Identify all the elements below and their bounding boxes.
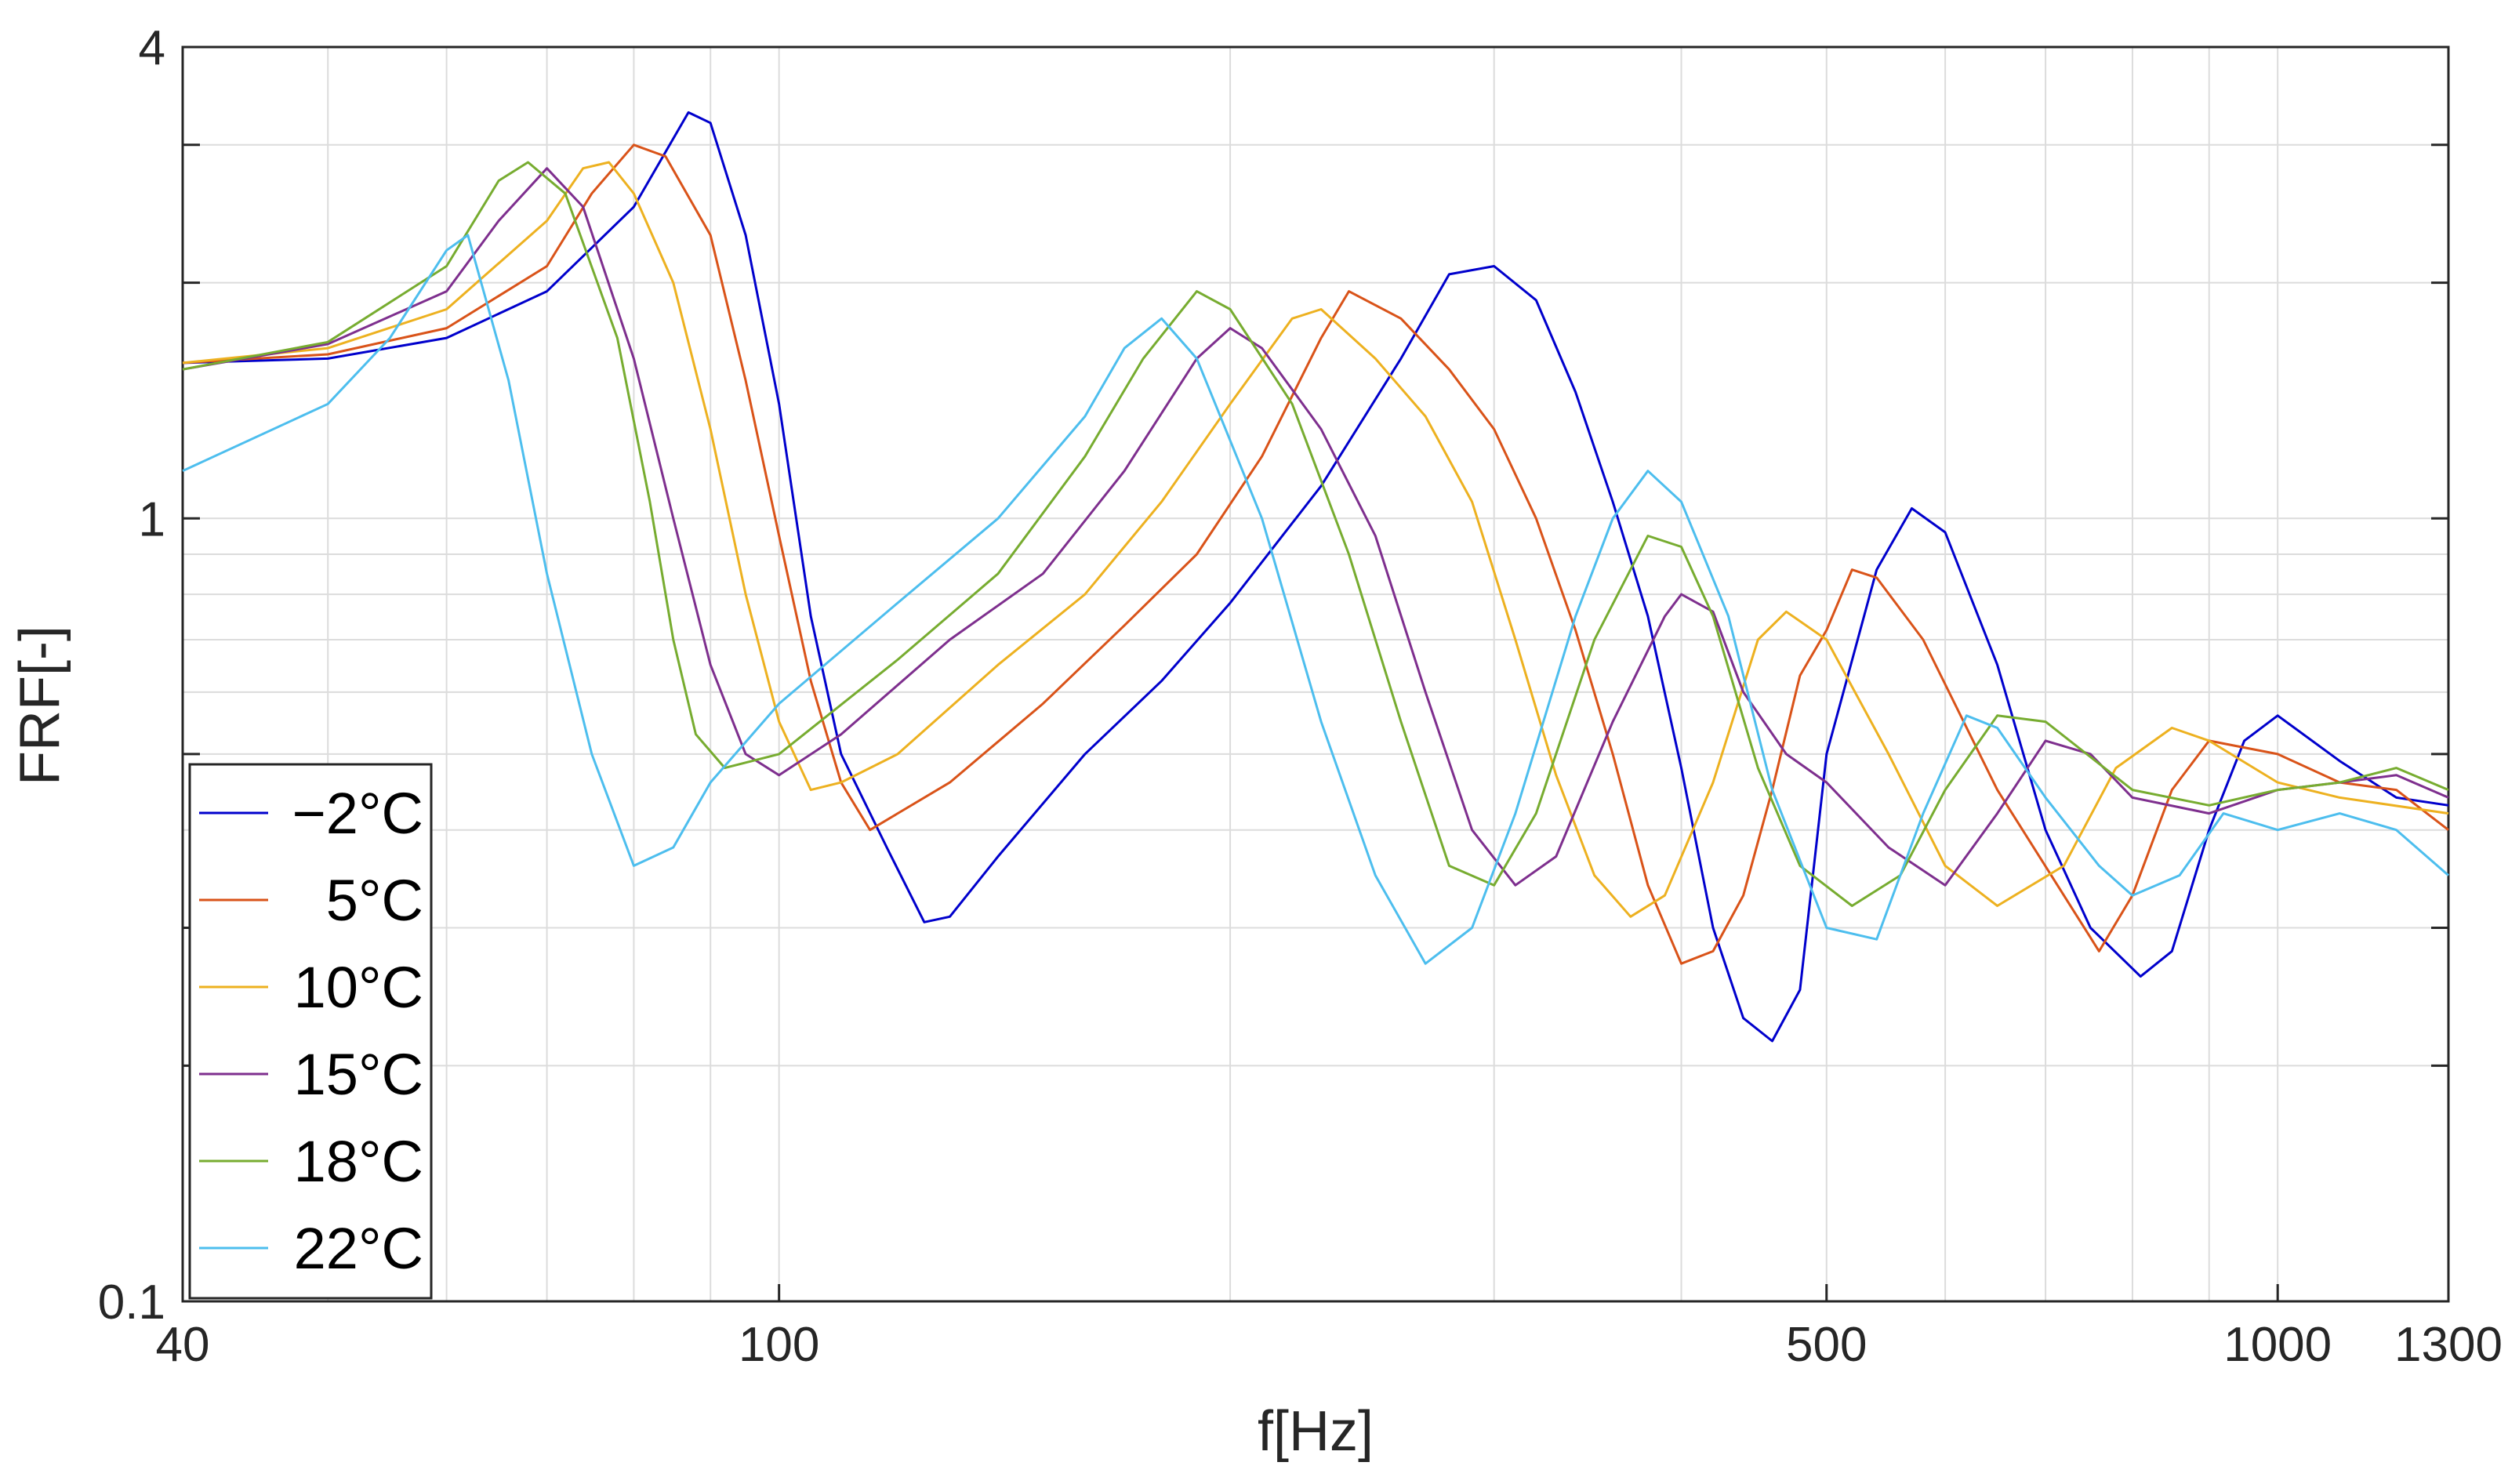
y-tick-label: 0.1	[98, 1275, 165, 1330]
legend: −2°C 5°C 10°C 15°C 18°C 22°C	[188, 763, 433, 1300]
legend-box	[188, 763, 433, 1300]
x-tick-label: 500	[1786, 1318, 1867, 1372]
legend-label-2: 10°C	[294, 955, 423, 1020]
tick-labels: 40 100 500 1000 1300 0.1 1 4	[98, 21, 2503, 1372]
legend-label-3: 15°C	[294, 1042, 423, 1107]
series-line-3	[182, 167, 2449, 887]
legend-label-5: 22°C	[294, 1216, 423, 1281]
legend-label-0: −2°C	[292, 781, 423, 846]
x-tick-label: 1300	[2394, 1318, 2503, 1372]
y-axis-label: FRF[-]	[9, 626, 71, 786]
y-tick-label: 1	[139, 492, 165, 546]
legend-label-1: 5°C	[326, 868, 423, 933]
series-lines	[182, 111, 2449, 1043]
x-tick-label: 40	[156, 1318, 210, 1372]
series-line-2	[182, 161, 2449, 918]
tick-marks	[183, 143, 2448, 1301]
grid-lines	[183, 47, 2448, 1301]
y-tick-label: 4	[139, 21, 165, 75]
x-tick-label: 1000	[2223, 1318, 2332, 1372]
plot-frame	[181, 45, 2450, 1303]
x-axis-label: f[Hz]	[1258, 1400, 1374, 1463]
legend-label-4: 18°C	[294, 1129, 423, 1194]
series-line-0	[182, 111, 2449, 1043]
series-line-1	[182, 143, 2449, 965]
series-line-5	[182, 234, 2449, 965]
x-tick-label: 100	[739, 1318, 819, 1372]
series-line-4	[182, 161, 2449, 907]
